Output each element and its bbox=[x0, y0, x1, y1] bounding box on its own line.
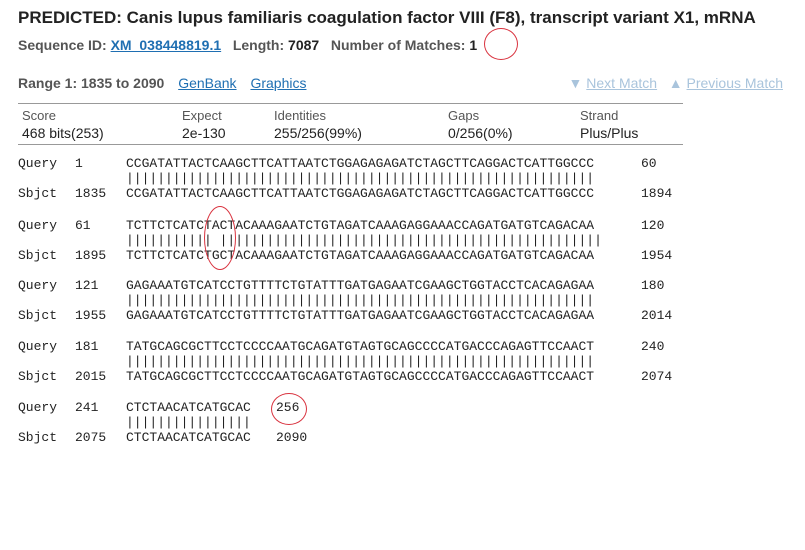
alignment-block: Query 181 TATGCAGCGCTTCCTCCCCAATGCAGATGT… bbox=[18, 339, 718, 384]
match-line: |||||||||||||||| bbox=[126, 415, 251, 430]
mismatch-annotation-ellipse bbox=[204, 206, 236, 270]
subject-end: 2090 bbox=[276, 430, 308, 445]
sequence-id-link[interactable]: XM_038448819.1 bbox=[110, 37, 222, 53]
query-end: 240 bbox=[641, 339, 665, 354]
identities-value: 255/256(99%) bbox=[274, 125, 362, 141]
subject-label: Sbjct bbox=[18, 248, 58, 263]
query-start: 181 bbox=[75, 339, 99, 354]
query-sequence: CTCTAACATCATGCAC bbox=[126, 400, 251, 415]
gaps-header: Gaps bbox=[448, 108, 480, 123]
score-header: Score bbox=[22, 108, 56, 123]
match-line: ||||||||||||||||||||||||||||||||||||||||… bbox=[126, 171, 595, 186]
query-end: 120 bbox=[641, 218, 665, 233]
subject-end: 1894 bbox=[641, 186, 673, 201]
subject-label: Sbjct bbox=[18, 369, 58, 384]
subject-sequence: CTCTAACATCATGCAC bbox=[126, 430, 251, 445]
match-line: ||||||||||||||||||||||||||||||||||||||||… bbox=[126, 293, 595, 308]
subject-sequence: GAGAAATGTCATCCTGTTTTCTGTATTTGATGAGAATCGA… bbox=[126, 308, 595, 323]
query-label: Query bbox=[18, 156, 58, 171]
gaps-column: Gaps 0/256(0%) bbox=[448, 108, 513, 141]
strand-column: Strand Plus/Plus bbox=[580, 108, 638, 141]
matches-value: 1 bbox=[469, 37, 478, 53]
match-line: ||||||||||| ||||||||||||||||||||||||||||… bbox=[126, 233, 602, 248]
end-annotation-circle bbox=[271, 393, 307, 425]
chevron-down-icon: ▼ bbox=[568, 75, 583, 91]
match-line: ||||||||||||||||||||||||||||||||||||||||… bbox=[126, 354, 595, 369]
range-label: Range 1: 1835 to 2090 bbox=[18, 75, 165, 91]
score-value: 468 bits(253) bbox=[22, 125, 104, 141]
previous-match-link[interactable]: Previous Match bbox=[686, 75, 783, 91]
query-label: Query bbox=[18, 400, 58, 415]
subject-label: Sbjct bbox=[18, 430, 58, 445]
subject-start: 1835 bbox=[75, 186, 107, 201]
subject-start: 2075 bbox=[75, 430, 107, 445]
subject-start: 1895 bbox=[75, 248, 107, 263]
subject-end: 2014 bbox=[641, 308, 673, 323]
subject-start: 1955 bbox=[75, 308, 107, 323]
query-label: Query bbox=[18, 218, 58, 233]
strand-value: Plus/Plus bbox=[580, 125, 639, 141]
page-title: PREDICTED: Canis lupus familiaris coagul… bbox=[18, 8, 756, 27]
strand-header: Strand bbox=[580, 108, 619, 123]
query-start: 121 bbox=[75, 278, 99, 293]
graphics-link[interactable]: Graphics bbox=[250, 75, 307, 91]
chevron-up-icon: ▲ bbox=[668, 75, 683, 91]
query-sequence: GAGAAATGTCATCCTGTTTTCTGTATTTGATGAGAATCGA… bbox=[126, 278, 595, 293]
identities-column: Identities 255/256(99%) bbox=[274, 108, 362, 141]
alignment-block: Query 61 TCTTCTCATCTACTACAAAGAATCTGTAGAT… bbox=[18, 218, 718, 263]
genbank-link[interactable]: GenBank bbox=[178, 75, 237, 91]
subject-label: Sbjct bbox=[18, 186, 58, 201]
subject-start: 2015 bbox=[75, 369, 107, 384]
query-label: Query bbox=[18, 339, 58, 354]
alignment-block: Query 121 GAGAAATGTCATCCTGTTTTCTGTATTTGA… bbox=[18, 278, 718, 323]
subject-sequence: TATGCAGCGCTTCCTCCCCAATGCAGATGTAGTGCAGCCC… bbox=[126, 369, 595, 384]
query-start: 61 bbox=[75, 218, 91, 233]
score-column: Score 468 bits(253) bbox=[22, 108, 104, 141]
expect-value: 2e-130 bbox=[182, 125, 226, 141]
expect-header: Expect bbox=[182, 108, 222, 123]
query-end: 180 bbox=[641, 278, 665, 293]
matches-annotation-circle bbox=[484, 28, 518, 60]
alignment-block: Query 241 CTCTAACATCATGCAC 256 |||||||||… bbox=[18, 400, 718, 445]
identities-header: Identities bbox=[274, 108, 327, 123]
sequence-id-label: Sequence ID: bbox=[18, 37, 107, 53]
subject-sequence: CCGATATTACTCAAGCTTCATTAATCTGGAGAGAGATCTA… bbox=[126, 186, 595, 201]
length-value: 7087 bbox=[288, 37, 320, 53]
query-end: 60 bbox=[641, 156, 657, 171]
matches-label: Number of Matches: bbox=[330, 37, 466, 53]
subject-end: 2074 bbox=[641, 369, 673, 384]
query-start: 1 bbox=[75, 156, 83, 171]
next-match-link[interactable]: Next Match bbox=[586, 75, 658, 91]
match-navigation: ▼ Next Match ▲ Previous Match bbox=[569, 75, 783, 91]
query-sequence: CCGATATTACTCAAGCTTCATTAATCTGGAGAGAGATCTA… bbox=[126, 156, 595, 171]
alignment-block: Query 1 CCGATATTACTCAAGCTTCATTAATCTGGAGA… bbox=[18, 156, 718, 201]
length-label: Length: bbox=[232, 37, 285, 53]
query-label: Query bbox=[18, 278, 58, 293]
sequence-meta: Sequence ID: XM_038448819.1 Length: 7087… bbox=[18, 37, 477, 53]
alignment-stats: Score 468 bits(253) Expect 2e-130 Identi… bbox=[18, 103, 683, 145]
subject-end: 1954 bbox=[641, 248, 673, 263]
range-row: Range 1: 1835 to 2090 GenBank Graphics bbox=[18, 75, 783, 91]
expect-column: Expect 2e-130 bbox=[182, 108, 226, 141]
subject-label: Sbjct bbox=[18, 308, 58, 323]
gaps-value: 0/256(0%) bbox=[448, 125, 513, 141]
subject-sequence: TCTTCTCATCTGCTACAAAGAATCTGTAGATCAAAGAGGA… bbox=[126, 248, 595, 263]
query-start: 241 bbox=[75, 400, 99, 415]
query-sequence: TCTTCTCATCTACTACAAAGAATCTGTAGATCAAAGAGGA… bbox=[126, 218, 595, 233]
query-sequence: TATGCAGCGCTTCCTCCCCAATGCAGATGTAGTGCAGCCC… bbox=[126, 339, 595, 354]
